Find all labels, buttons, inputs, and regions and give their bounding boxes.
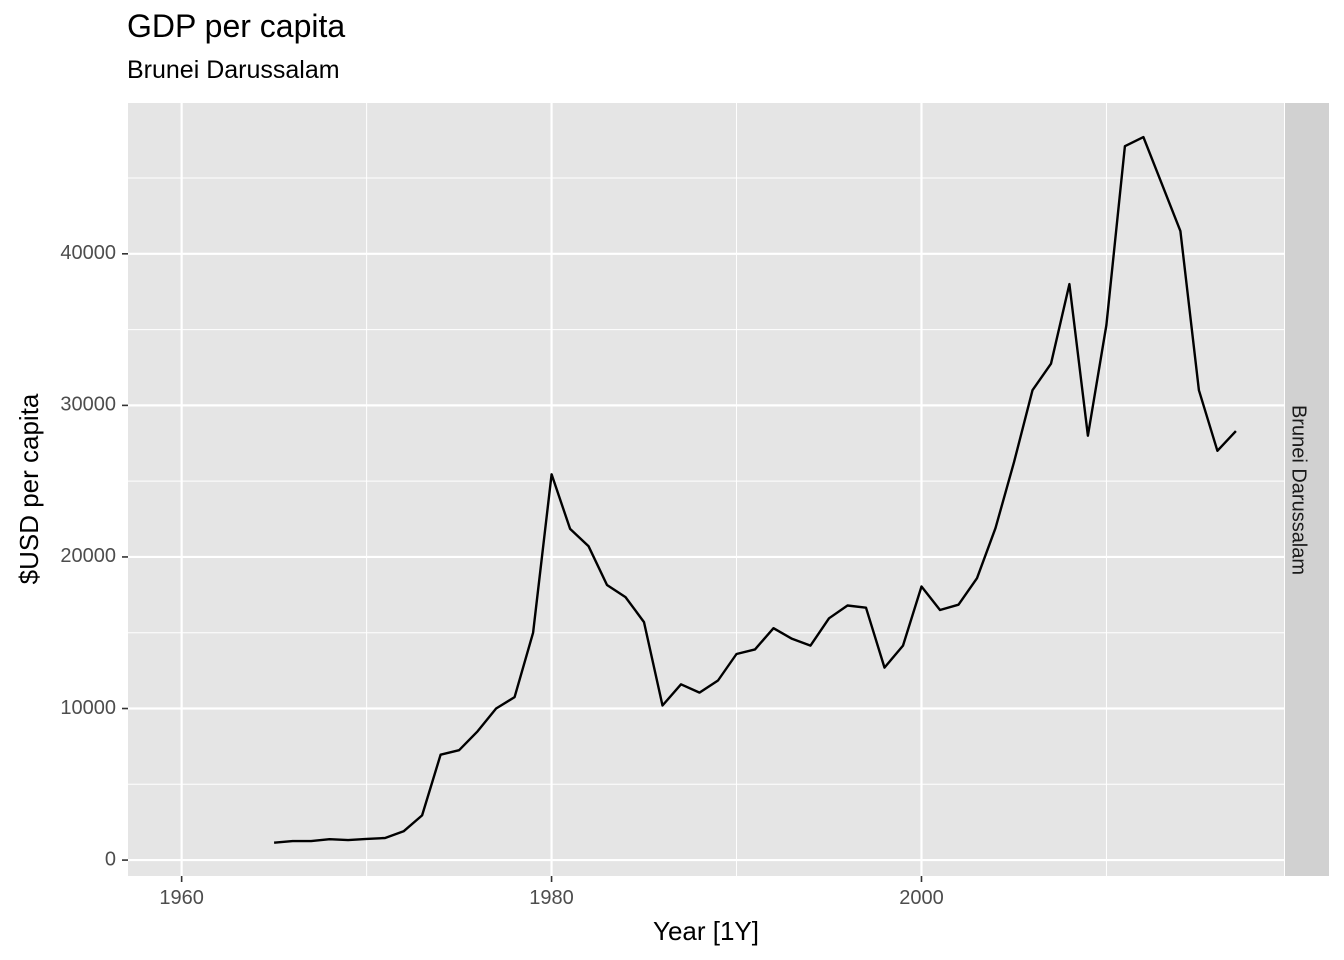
minor-gridlines xyxy=(128,103,1284,876)
y-tick-label: 0 xyxy=(105,848,116,870)
y-tick-label: 20000 xyxy=(60,545,116,567)
series-layer xyxy=(273,135,1237,844)
facet-strip xyxy=(1285,103,1329,876)
y-tick-label: 30000 xyxy=(60,394,116,416)
chart-title: GDP per capita xyxy=(127,8,346,44)
y-axis: 0 10000 20000 30000 40000 xyxy=(60,242,128,870)
x-tick-label: 1980 xyxy=(529,887,574,909)
x-axis: 1960 1980 2000 xyxy=(159,876,944,909)
y-tick-label: 10000 xyxy=(60,697,116,719)
x-tick-label: 2000 xyxy=(899,887,944,909)
x-tick-label: 1960 xyxy=(159,887,204,909)
facet-strip-label: Brunei Darussalam xyxy=(1288,405,1310,575)
y-axis-label: $USD per capita xyxy=(14,393,44,584)
x-axis-label: Year [1Y] xyxy=(653,916,759,946)
major-gridlines xyxy=(128,103,1284,876)
plot-panel xyxy=(128,103,1284,876)
series-line xyxy=(273,135,1237,844)
y-tick-label: 40000 xyxy=(60,242,116,264)
chart-subtitle: Brunei Darussalam xyxy=(127,56,340,84)
